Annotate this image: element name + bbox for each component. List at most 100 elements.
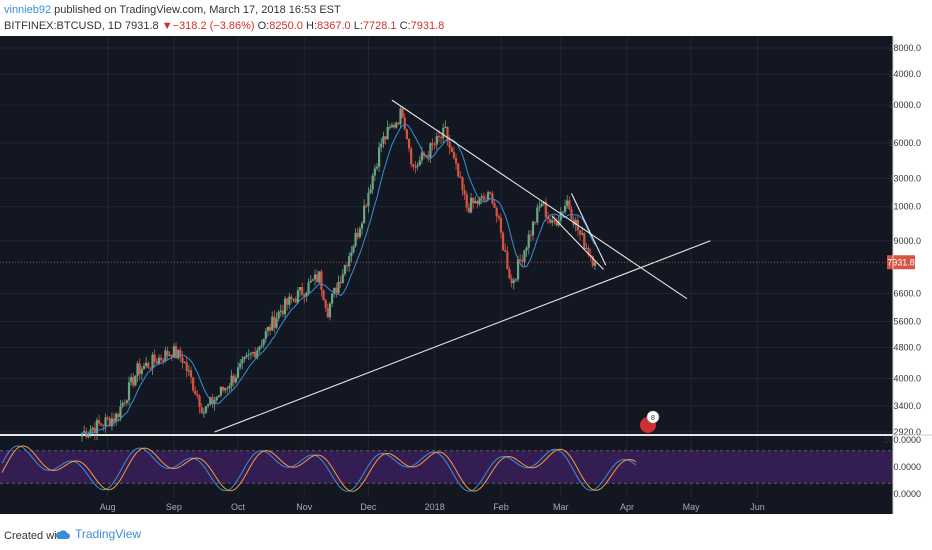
cloud-icon: [55, 529, 70, 539]
candle-body: [425, 155, 428, 157]
candle-body: [474, 200, 477, 204]
candle-body: [215, 396, 218, 401]
candle-body: [504, 250, 507, 252]
channel-trendline-upper: [570, 193, 607, 266]
candle-body: [544, 201, 547, 217]
time-tick-label: Dec: [360, 502, 377, 512]
price-change: ▼−318.2 (−3.86%): [161, 20, 255, 32]
candle-body: [121, 402, 124, 407]
candle-body: [510, 278, 513, 284]
candle-body: [472, 197, 475, 204]
candle-body: [487, 192, 490, 200]
candle-body: [198, 396, 201, 408]
candle-body: [367, 192, 370, 206]
high-label: H:: [306, 20, 317, 32]
candle-body: [435, 136, 438, 145]
candle-body: [457, 163, 460, 177]
time-tick-label: Aug: [100, 502, 116, 512]
candle-body: [241, 359, 244, 364]
candle-body: [247, 354, 250, 356]
close-label: C:: [399, 20, 411, 32]
candle-body: [337, 281, 340, 293]
author-link[interactable]: vinnieb92: [4, 4, 52, 16]
candle-body: [352, 245, 355, 253]
price-chart[interactable]: 28000.0 24000.0 20000.0 16000.0 13000.0 11000…: [0, 36, 932, 516]
price-tick-label: 6600.0: [893, 288, 921, 298]
candle-body: [95, 420, 99, 434]
ohlc-legend: BITFINEX:BTCUSD, 1D 7931.8 ▼−318.2 (−3.8…: [4, 20, 444, 32]
price-tick-label: 24000.0: [888, 69, 921, 79]
low-value: 7728.1: [362, 20, 397, 32]
candle-body: [108, 418, 111, 427]
candle-body: [254, 352, 257, 358]
candle-body: [360, 223, 364, 229]
candle-body: [320, 271, 323, 290]
time-tick-label: Apr: [620, 502, 634, 512]
candle-body: [563, 205, 567, 212]
candle-body: [566, 200, 569, 206]
publish-info: vinnieb92 published on TradingView.com, …: [4, 4, 341, 16]
candle-body: [583, 233, 586, 250]
candle-body: [516, 259, 520, 280]
chart-header: vinnieb92 published on TradingView.com, …: [0, 0, 932, 36]
candle-body: [179, 349, 182, 358]
candle-body: [283, 298, 287, 315]
candle-body: [452, 151, 456, 159]
candle-body: [386, 127, 389, 140]
candle-body: [373, 168, 376, 176]
candle-body: [585, 248, 588, 250]
created-with-text: Created with: [4, 530, 66, 542]
symbol-label: BITFINEX:BTCUSD, 1D: [4, 20, 122, 32]
price-tick-label: 9000.0: [893, 236, 921, 246]
time-tick-label: Oct: [231, 502, 246, 512]
candle-body: [123, 402, 126, 404]
candle-body: [578, 230, 582, 235]
oscillator-tick-label: 50.0000: [888, 462, 921, 472]
candle-body: [414, 166, 417, 168]
candle-body: [549, 219, 552, 223]
candle-body: [480, 196, 483, 198]
candle-body: [529, 234, 532, 236]
candle-body: [155, 361, 158, 364]
candle-body: [384, 136, 387, 140]
candle-body: [561, 211, 565, 213]
candle-body: [104, 417, 107, 427]
price-tick-label: 4800.0: [893, 343, 921, 353]
candle-body: [142, 365, 146, 370]
candle-body: [444, 126, 447, 129]
candle-body: [157, 357, 161, 364]
low-label: L:: [353, 20, 363, 32]
candle-body: [467, 207, 470, 213]
candle-body: [125, 400, 128, 403]
candle-body: [292, 299, 295, 301]
candle-body: [525, 247, 528, 251]
candle-body: [168, 354, 171, 356]
candle-body: [493, 203, 496, 208]
ascending-trendline: [214, 240, 711, 433]
candle-body: [102, 425, 105, 427]
candle-body: [534, 221, 537, 223]
candle-body: [112, 418, 116, 422]
last-price-label: 7931.8: [887, 257, 915, 267]
time-tick-label: May: [683, 502, 701, 512]
candle-body: [145, 362, 148, 366]
candle-body: [514, 279, 518, 281]
candle-body: [232, 375, 235, 383]
candle-body: [521, 260, 524, 262]
candle-body: [330, 293, 334, 304]
price-tick-label: 3400.0: [893, 401, 921, 411]
candle-body: [138, 363, 141, 374]
oscillator-tick-label: 100.0000: [883, 435, 921, 445]
time-tick-label: Feb: [493, 502, 509, 512]
candle-body: [378, 147, 381, 167]
candle-body: [345, 265, 349, 267]
tradingview-logo[interactable]: TradingView: [55, 527, 141, 541]
high-value: 8367.0: [317, 20, 351, 32]
open-label: O:: [257, 20, 270, 32]
candle-body: [356, 232, 359, 238]
candle-body: [316, 274, 319, 283]
candle-body: [499, 217, 503, 233]
price-tick-label: 5600.0: [893, 316, 921, 326]
candle-body: [204, 406, 208, 413]
price-tick-label: 28000.0: [888, 43, 921, 53]
